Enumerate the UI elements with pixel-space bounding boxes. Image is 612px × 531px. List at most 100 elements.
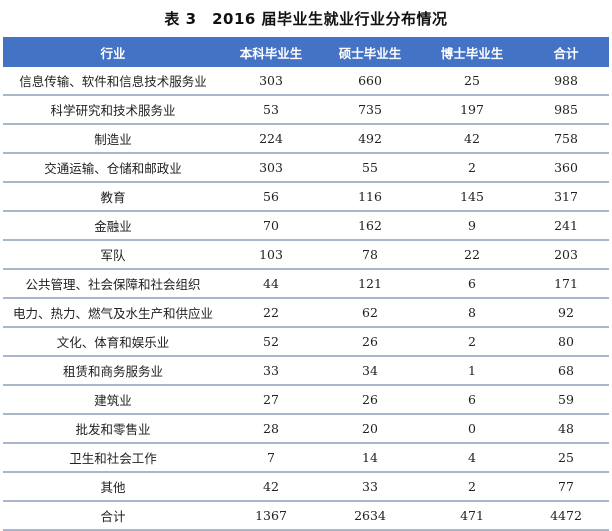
bachelor-cell: 303 (223, 153, 319, 183)
industry-cell: 合计 (3, 501, 223, 531)
total-cell: 80 (523, 327, 609, 357)
doctor-cell: 6 (421, 269, 523, 299)
industry-cell: 建筑业 (3, 385, 223, 415)
bachelor-cell: 28 (223, 414, 319, 444)
total-cell: 203 (523, 240, 609, 270)
table-row: 批发和零售业 28 20 0 48 (3, 414, 609, 444)
table-row: 公共管理、社会保障和社会组织 44 121 6 171 (3, 269, 609, 299)
header-row: 行业 本科毕业生 硕士毕业生 博士毕业生 合计 (3, 37, 609, 67)
industry-cell: 卫生和社会工作 (3, 443, 223, 473)
total-cell: 92 (523, 298, 609, 328)
doctor-cell: 9 (421, 211, 523, 241)
table-row: 建筑业 27 26 6 59 (3, 385, 609, 415)
bachelor-cell: 1367 (223, 501, 319, 531)
table-row: 租赁和商务服务业 33 34 1 68 (3, 356, 609, 386)
industry-cell: 金融业 (3, 211, 223, 241)
master-cell: 116 (319, 182, 421, 212)
table-row: 金融业 70 162 9 241 (3, 211, 609, 241)
master-cell: 34 (319, 356, 421, 386)
industry-cell: 租赁和商务服务业 (3, 356, 223, 386)
table-row: 制造业 224 492 42 758 (3, 124, 609, 154)
header-doctor: 博士毕业生 (421, 37, 523, 67)
doctor-cell: 2 (421, 153, 523, 183)
total-cell: 360 (523, 153, 609, 183)
master-cell: 660 (319, 67, 421, 96)
industry-cell: 批发和零售业 (3, 414, 223, 444)
table-row: 其他 42 33 2 77 (3, 472, 609, 502)
table-row: 教育 56 116 145 317 (3, 182, 609, 212)
total-cell: 241 (523, 211, 609, 241)
doctor-cell: 2 (421, 472, 523, 502)
total-cell: 77 (523, 472, 609, 502)
doctor-cell: 22 (421, 240, 523, 270)
total-cell: 171 (523, 269, 609, 299)
header-bachelor: 本科毕业生 (223, 37, 319, 67)
bachelor-cell: 53 (223, 95, 319, 125)
industry-cell: 公共管理、社会保障和社会组织 (3, 269, 223, 299)
bachelor-cell: 103 (223, 240, 319, 270)
industry-cell: 交通运输、仓储和邮政业 (3, 153, 223, 183)
bachelor-cell: 42 (223, 472, 319, 502)
total-cell: 317 (523, 182, 609, 212)
master-cell: 121 (319, 269, 421, 299)
doctor-cell: 8 (421, 298, 523, 328)
master-cell: 735 (319, 95, 421, 125)
industry-cell: 信息传输、软件和信息技术服务业 (3, 67, 223, 96)
doctor-cell: 25 (421, 67, 523, 96)
doctor-cell: 197 (421, 95, 523, 125)
master-cell: 33 (319, 472, 421, 502)
master-cell: 55 (319, 153, 421, 183)
total-cell: 48 (523, 414, 609, 444)
doctor-cell: 1 (421, 356, 523, 386)
bachelor-cell: 52 (223, 327, 319, 357)
master-cell: 14 (319, 443, 421, 473)
header-total: 合计 (523, 37, 609, 67)
master-cell: 20 (319, 414, 421, 444)
total-cell: 68 (523, 356, 609, 386)
table-row: 卫生和社会工作 7 14 4 25 (3, 443, 609, 473)
doctor-cell: 42 (421, 124, 523, 154)
table-title: 表 3 2016 届毕业生就业行业分布情况 (164, 10, 448, 28)
header-master: 硕士毕业生 (319, 37, 421, 67)
master-cell: 78 (319, 240, 421, 270)
master-cell: 62 (319, 298, 421, 328)
total-cell: 59 (523, 385, 609, 415)
bachelor-cell: 56 (223, 182, 319, 212)
table-row: 军队 103 78 22 203 (3, 240, 609, 270)
total-cell: 988 (523, 67, 609, 96)
master-cell: 162 (319, 211, 421, 241)
doctor-cell: 0 (421, 414, 523, 444)
total-cell: 985 (523, 95, 609, 125)
table-row: 电力、热力、燃气及水生产和供应业 22 62 8 92 (3, 298, 609, 328)
bachelor-cell: 70 (223, 211, 319, 241)
industry-cell: 科学研究和技术服务业 (3, 95, 223, 125)
total-cell: 25 (523, 443, 609, 473)
industry-cell: 制造业 (3, 124, 223, 154)
doctor-cell: 471 (421, 501, 523, 531)
header-industry: 行业 (3, 37, 223, 67)
master-cell: 26 (319, 327, 421, 357)
bachelor-cell: 33 (223, 356, 319, 386)
industry-cell: 其他 (3, 472, 223, 502)
industry-cell: 军队 (3, 240, 223, 270)
master-cell: 2634 (319, 501, 421, 531)
bachelor-cell: 27 (223, 385, 319, 415)
table-row: 文化、体育和娱乐业 52 26 2 80 (3, 327, 609, 357)
doctor-cell: 2 (421, 327, 523, 357)
table-row: 交通运输、仓储和邮政业 303 55 2 360 (3, 153, 609, 183)
bachelor-cell: 7 (223, 443, 319, 473)
bachelor-cell: 22 (223, 298, 319, 328)
industry-cell: 教育 (3, 182, 223, 212)
total-row: 合计 1367 2634 471 4472 (3, 501, 609, 531)
industry-distribution-table: 行业 本科毕业生 硕士毕业生 博士毕业生 合计 信息传输、软件和信息技术服务业 3… (3, 37, 609, 531)
industry-cell: 文化、体育和娱乐业 (3, 327, 223, 357)
total-cell: 758 (523, 124, 609, 154)
doctor-cell: 4 (421, 443, 523, 473)
bachelor-cell: 303 (223, 67, 319, 96)
bachelor-cell: 224 (223, 124, 319, 154)
master-cell: 26 (319, 385, 421, 415)
table-row: 科学研究和技术服务业 53 735 197 985 (3, 95, 609, 125)
total-cell: 4472 (523, 501, 609, 531)
master-cell: 492 (319, 124, 421, 154)
industry-cell: 电力、热力、燃气及水生产和供应业 (3, 298, 223, 328)
